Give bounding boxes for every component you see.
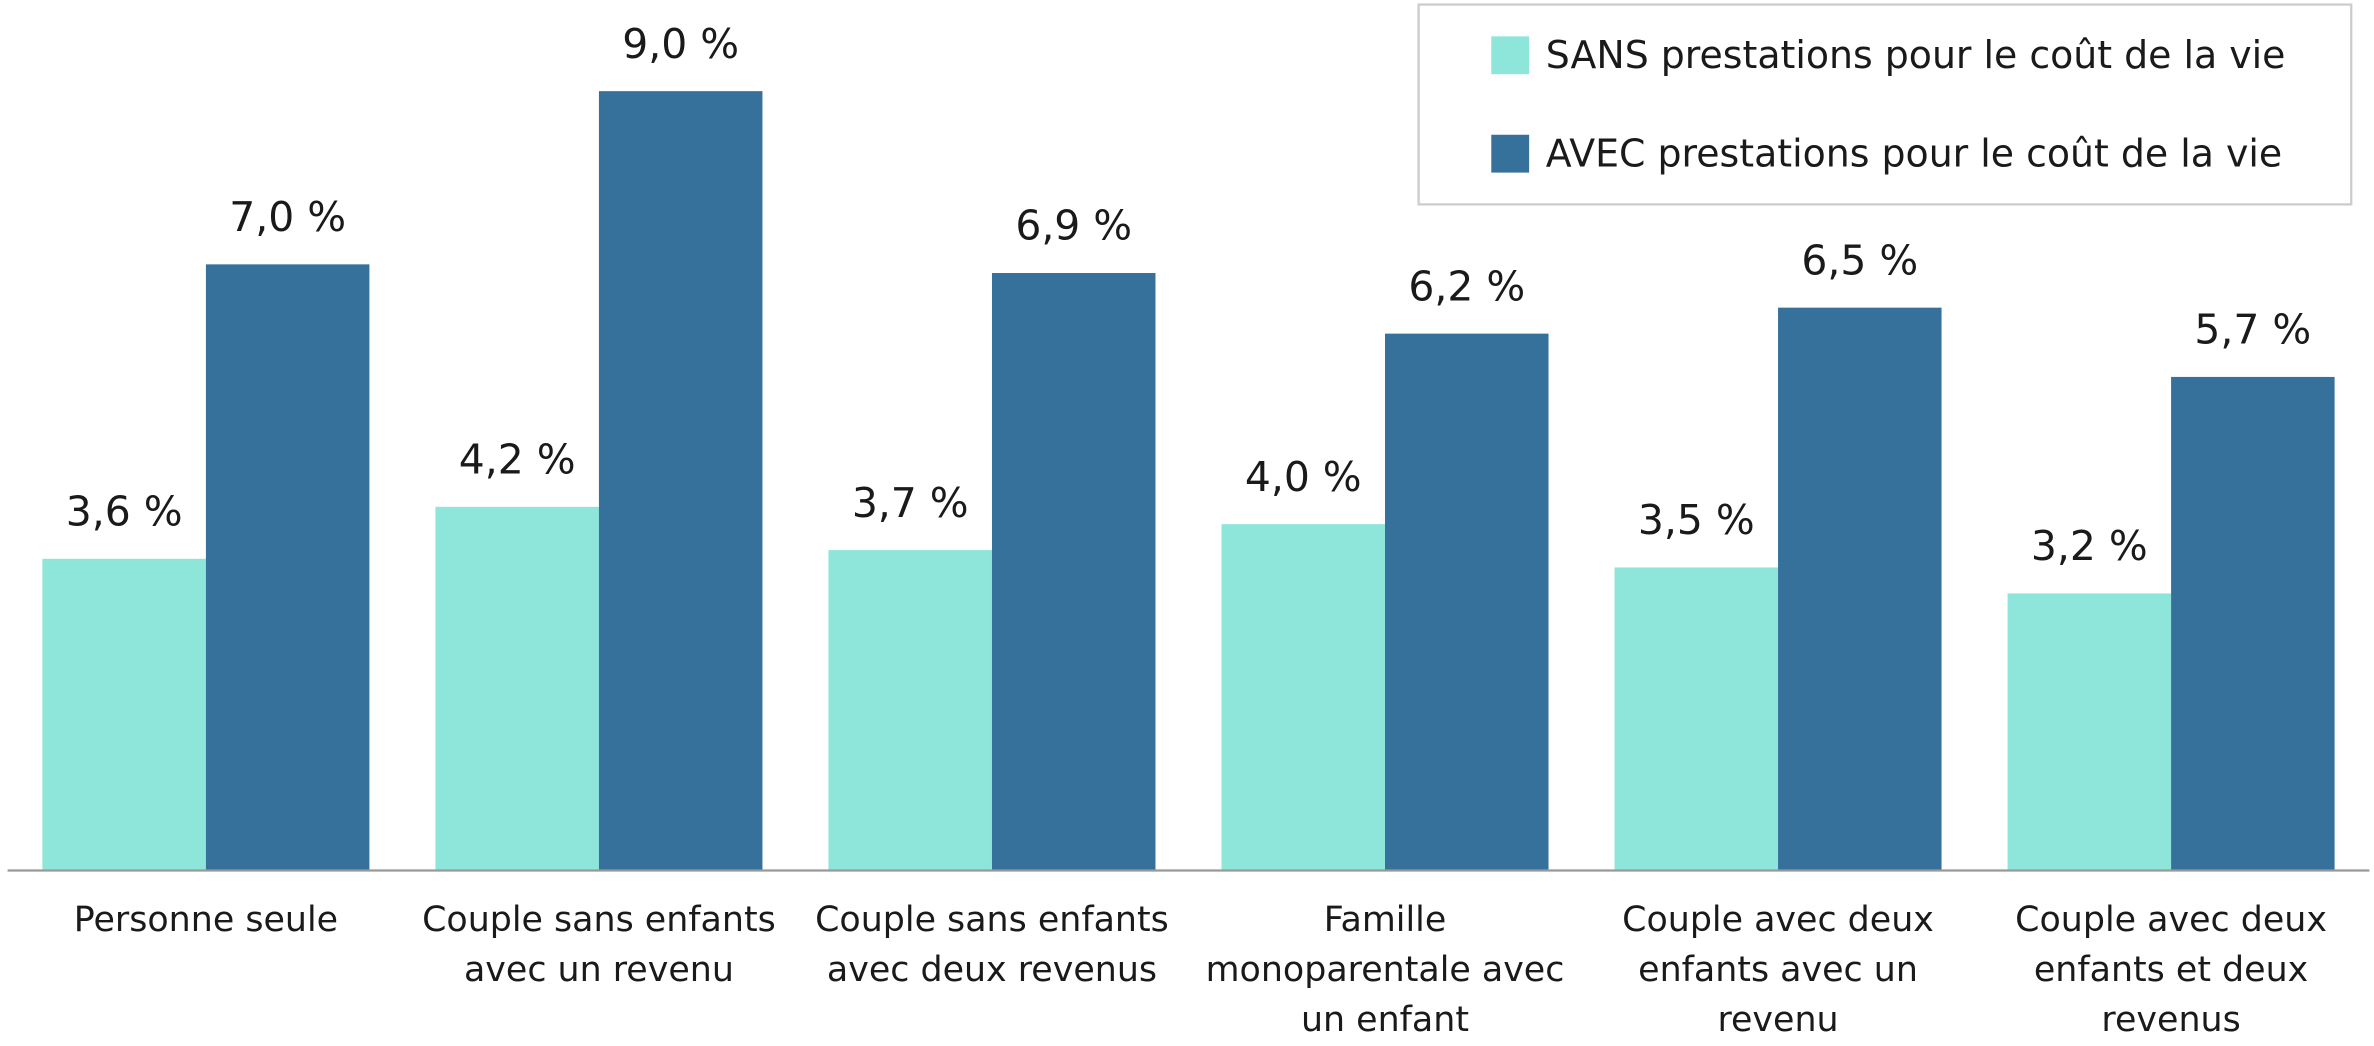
value-label: 9,0 % xyxy=(622,20,739,68)
value-label: 7,0 % xyxy=(229,193,346,241)
legend-label: SANS prestations pour le coût de la vie xyxy=(1546,33,2286,77)
bar xyxy=(205,264,370,871)
x-tick-label: Couple avec deux enfants avec un revenu xyxy=(1622,900,1934,1041)
x-tick-label: Couple avec deux enfants et deux revenus xyxy=(2015,900,2327,1041)
bar xyxy=(42,558,206,871)
value-label: 3,5 % xyxy=(1638,496,1755,544)
x-tick-label: Famille monoparentale avec un enfant xyxy=(1205,900,1565,1041)
value-label: 6,9 % xyxy=(1015,202,1132,250)
value-label: 4,2 % xyxy=(459,436,576,484)
bar xyxy=(991,273,1156,871)
bar xyxy=(1614,567,1779,871)
bar xyxy=(1221,524,1386,871)
bar xyxy=(435,506,599,871)
value-label: 5,7 % xyxy=(2194,306,2311,354)
bar xyxy=(2007,593,2172,871)
x-tick-label: Personne seule xyxy=(73,900,339,941)
x-tick-label: Couple sans enfants avec un revenu xyxy=(422,900,776,991)
legend-box xyxy=(1417,3,2353,206)
bar xyxy=(1778,307,1942,871)
value-label: 3,7 % xyxy=(852,479,969,527)
bar xyxy=(598,91,763,871)
value-label: 6,2 % xyxy=(1408,262,1525,310)
legend-swatch xyxy=(1491,36,1530,75)
value-label: 6,5 % xyxy=(1801,236,1918,284)
bar xyxy=(1385,333,1549,871)
value-label: 4,0 % xyxy=(1245,453,1362,501)
value-label: 3,2 % xyxy=(2031,522,2148,570)
legend-label: AVEC prestations pour le coût de la vie xyxy=(1546,132,2282,176)
bar xyxy=(828,550,992,871)
value-label: 3,6 % xyxy=(66,487,183,535)
legend-swatch xyxy=(1491,134,1530,173)
x-tick-label: Couple sans enfants avec deux revenus xyxy=(815,900,1169,991)
bar xyxy=(2171,376,2335,871)
